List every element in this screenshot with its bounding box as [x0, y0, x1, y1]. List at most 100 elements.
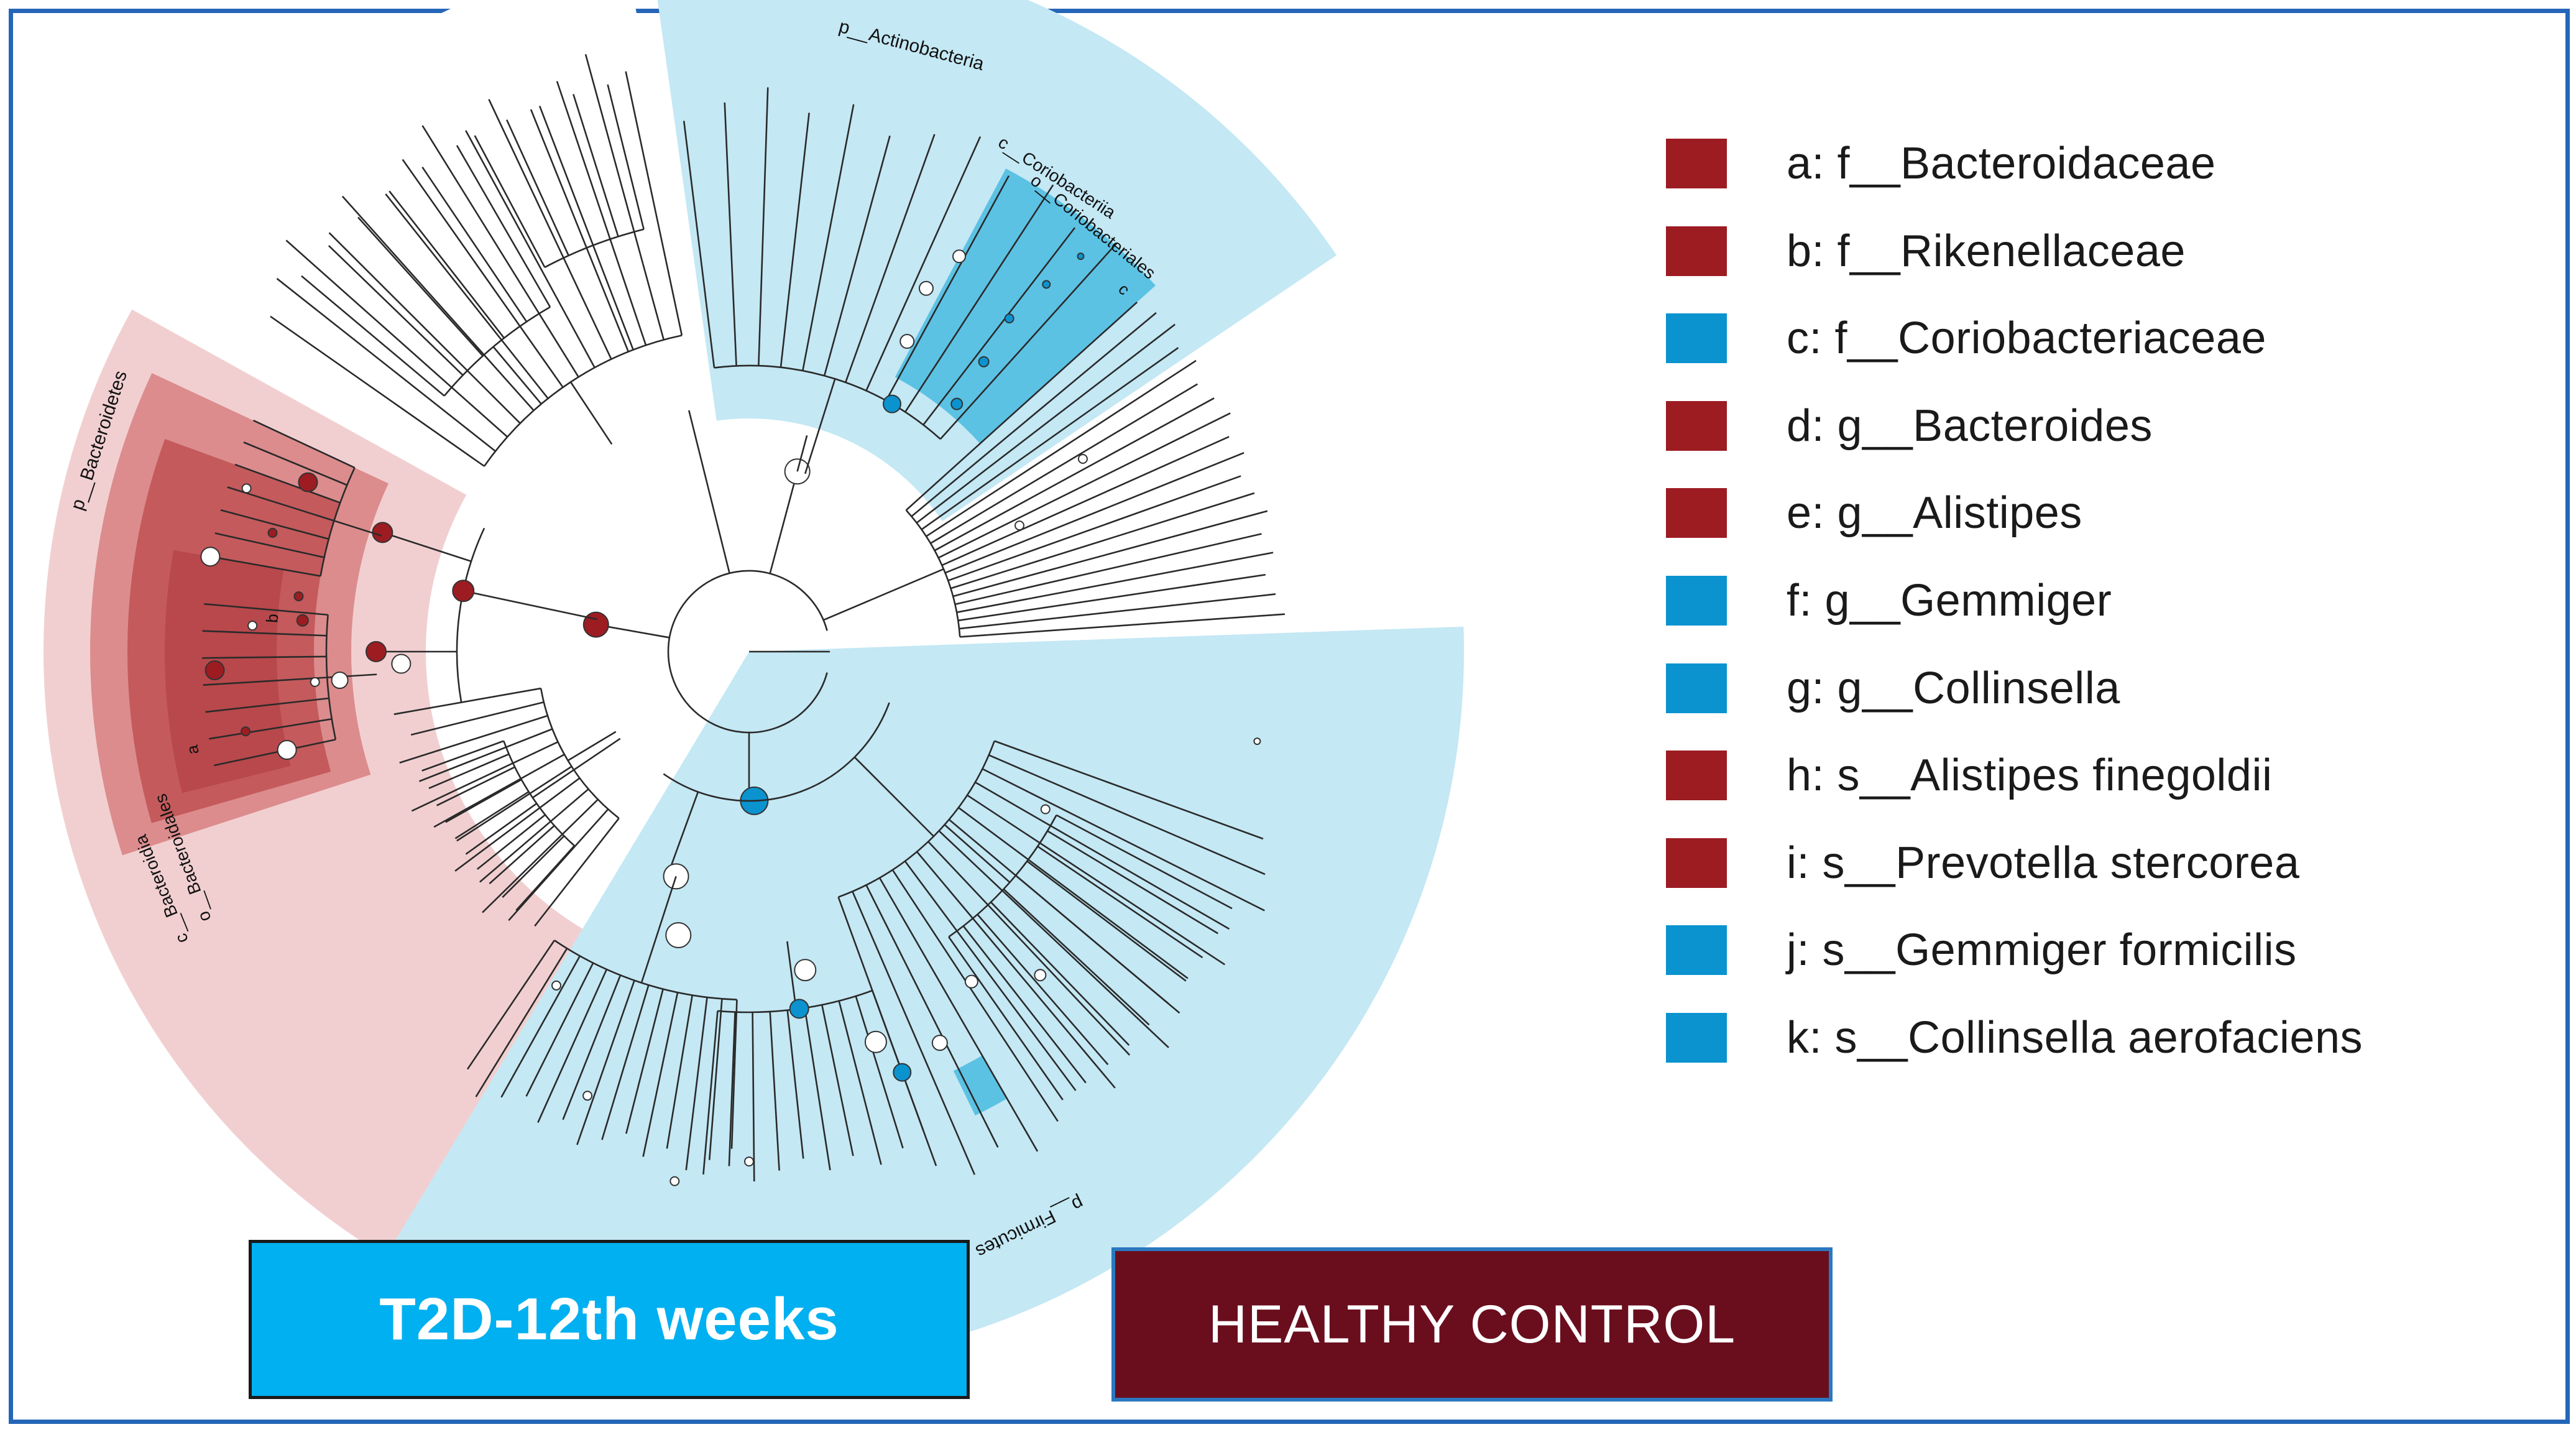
tree-branch — [476, 814, 546, 870]
legend-text-i: i: s__Prevotella stercorea — [1787, 838, 2300, 888]
healthy-control-group-label: HEALTHY CONTROL — [1208, 1294, 1736, 1354]
tree-branch — [220, 509, 329, 540]
tree-branch — [584, 53, 665, 340]
tree-branch — [642, 992, 679, 1157]
tree-branch — [838, 1000, 882, 1165]
tree-branch — [977, 913, 1109, 1065]
tree-node-33 — [794, 959, 817, 982]
tree-branch — [666, 995, 693, 1149]
tree-branch — [234, 463, 341, 504]
tree-branch — [203, 677, 328, 686]
tree-branch — [421, 125, 579, 377]
tree-branch — [607, 84, 645, 230]
legend-swatch-c — [1666, 313, 1727, 364]
legend-item-g: g: g__Collinsella — [1666, 660, 2120, 716]
clade-coriobacteriia-shade — [895, 169, 1156, 444]
tree-branch — [802, 104, 855, 371]
tree-branch — [1003, 888, 1150, 1026]
tree-branch — [786, 941, 797, 1010]
tree-branch — [752, 1012, 755, 1181]
tree-node-17 — [296, 614, 309, 627]
tree-branch — [685, 997, 708, 1171]
label-node-a: a — [183, 744, 203, 756]
tree-branch — [328, 232, 521, 424]
legend-item-f: f: g__Gemmiger — [1666, 573, 2112, 629]
legend-text-j: j: s__Gemmiger formicilis — [1787, 925, 2297, 976]
legend-swatch-b — [1666, 226, 1727, 276]
tree-node-11 — [200, 547, 221, 567]
tree-branch — [576, 980, 635, 1145]
tree-branch — [823, 136, 891, 376]
tree-branch — [402, 159, 564, 388]
tree-node-1 — [582, 611, 609, 638]
tree-branch — [433, 754, 565, 828]
legend-text-e: e: g__Alistipes — [1787, 488, 2082, 538]
tree-branch — [276, 277, 496, 452]
tree-node-41 — [669, 1176, 680, 1186]
tree-branch — [454, 777, 581, 872]
tree-branch — [214, 532, 324, 558]
tree-node-10 — [293, 591, 304, 602]
tree-branch — [243, 441, 347, 486]
tree-node-34 — [789, 999, 809, 1019]
tree-node-20 — [899, 334, 915, 349]
tree-branch — [823, 568, 944, 621]
tree-node-43 — [551, 980, 561, 991]
tree-node-26 — [1042, 280, 1051, 289]
tree-branch — [1056, 814, 1233, 910]
tree-branch — [905, 301, 1138, 511]
tree-branch — [538, 105, 594, 246]
legend-text-c: c: f__Coriobacteriaceae — [1787, 313, 2266, 364]
tree-branch — [463, 590, 597, 621]
tree-branch — [982, 768, 1265, 912]
tree-node-14 — [298, 472, 318, 492]
tree-branch — [911, 312, 1157, 517]
tree-branch — [658, 875, 677, 930]
tree-branch — [948, 936, 1064, 1101]
t2d-group-box: T2D-12th weeks — [249, 1240, 970, 1399]
tree-branch — [758, 87, 769, 366]
tree-node-16 — [331, 672, 349, 690]
tree-branch — [465, 803, 538, 855]
tree-branch — [922, 227, 1076, 426]
tree-branch — [419, 728, 553, 782]
tree-branch — [804, 378, 836, 474]
tree-branch — [534, 818, 620, 927]
tree-branch — [855, 995, 904, 1148]
tree-branch — [489, 825, 555, 885]
legend-item-a: a: f__Bacteroidaceae — [1666, 136, 2215, 192]
tree-branch — [780, 113, 810, 367]
legend-item-b: b: f__Rikenellaceae — [1666, 223, 2186, 279]
tree-branch — [958, 573, 1266, 622]
tree-node-24 — [978, 356, 990, 367]
tree-branch — [821, 1004, 854, 1157]
tree-branch — [872, 990, 924, 1131]
tree-branch — [975, 781, 1230, 930]
tree-branch — [474, 135, 546, 268]
tree-branch — [938, 830, 1169, 1048]
tree-branch — [399, 714, 548, 764]
tree-node-9 — [247, 621, 258, 631]
tree-branch — [916, 323, 1175, 524]
legend-text-k: k: s__Collinsella aerofaciens — [1787, 1013, 2363, 1063]
tree-branch — [393, 687, 541, 715]
tree-node-32 — [665, 922, 692, 949]
tree-branch — [853, 756, 934, 837]
legend-item-h: h: s__Alistipes finegoldii — [1666, 747, 2272, 803]
tree-node-8 — [205, 660, 225, 681]
tree-branch — [962, 925, 1087, 1084]
legend-text-h: h: s__Alistipes finegoldii — [1787, 751, 2273, 801]
tree-node-23 — [950, 397, 964, 410]
tree-node-44 — [1040, 804, 1051, 815]
tree-branch — [202, 630, 327, 637]
tree-branch — [708, 999, 723, 1160]
tree-branch — [562, 974, 622, 1120]
tree-branch — [506, 119, 569, 256]
tree-node-7 — [310, 677, 320, 687]
legend-swatch-g — [1666, 663, 1727, 713]
tree-branch — [1026, 860, 1187, 982]
tree-node-5 — [277, 740, 297, 760]
legend-item-e: e: g__Alistipes — [1666, 485, 2082, 541]
tree-branch — [878, 877, 1039, 1152]
tree-branch — [944, 824, 1011, 884]
